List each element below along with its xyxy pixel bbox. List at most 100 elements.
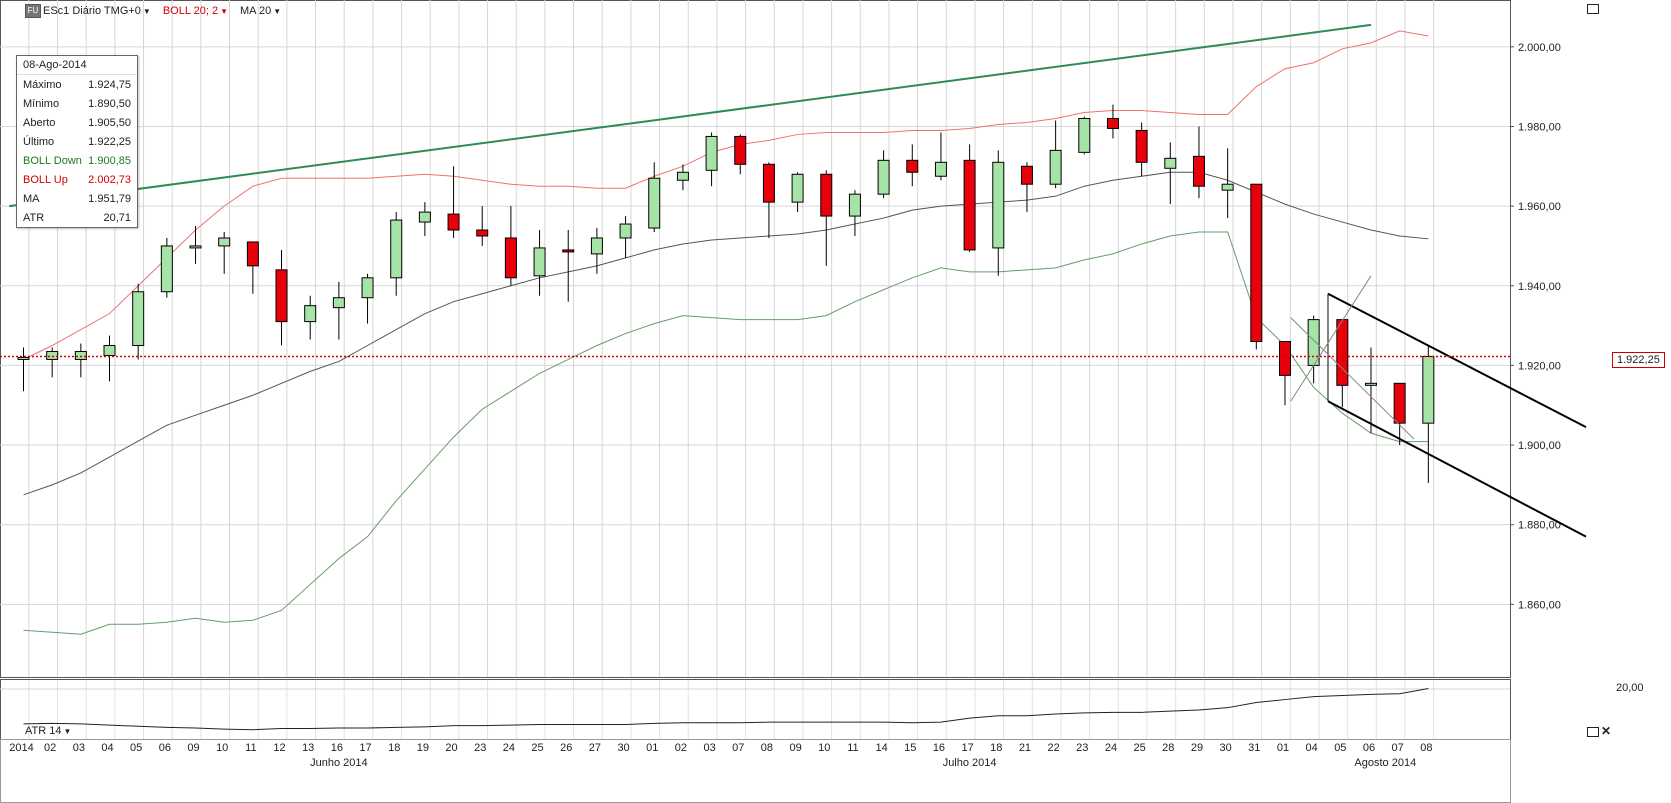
trendline bbox=[9, 23, 1372, 208]
tooltip-row-value: 1.890,50 bbox=[88, 97, 131, 110]
thin-line bbox=[1290, 317, 1415, 440]
candle-body bbox=[132, 291, 145, 346]
y-tick-label: 2.000,00 bbox=[1518, 42, 1561, 54]
y-tick-label: 1.980,00 bbox=[1518, 121, 1561, 133]
date-tick-label: 30 bbox=[1220, 742, 1232, 754]
candle bbox=[332, 281, 345, 340]
candle bbox=[1364, 347, 1377, 434]
candle bbox=[1106, 104, 1119, 139]
date-tick-label: 06 bbox=[1363, 742, 1375, 754]
y-tick-label: 1.900,00 bbox=[1518, 440, 1561, 452]
boll-indicator-selector[interactable]: BOLL 20; 2 ▼ bbox=[163, 5, 228, 17]
date-tick-label: 13 bbox=[302, 742, 314, 754]
tooltip-date: 08-Ago-2014 bbox=[17, 56, 137, 75]
candle-body bbox=[762, 163, 775, 203]
month-label: Agosto 2014 bbox=[1354, 757, 1416, 769]
candle-body bbox=[1250, 183, 1263, 343]
date-tick-label: 24 bbox=[503, 742, 515, 754]
month-label: Julho 2014 bbox=[943, 757, 997, 769]
date-tick-label: 20 bbox=[445, 742, 457, 754]
candle-body bbox=[1278, 341, 1291, 376]
candle-body bbox=[590, 237, 603, 255]
candle-body bbox=[1135, 129, 1148, 163]
date-tick-label: 10 bbox=[818, 742, 830, 754]
candle bbox=[361, 273, 374, 324]
close-atr-pane-icon[interactable]: ✕ bbox=[1601, 724, 1612, 738]
candle bbox=[160, 237, 173, 298]
date-tick-label: 07 bbox=[732, 742, 744, 754]
candle bbox=[103, 335, 116, 382]
candle bbox=[992, 150, 1005, 276]
caret-down-icon: ▼ bbox=[273, 6, 282, 16]
date-tick-label: 01 bbox=[1277, 742, 1289, 754]
ma-indicator-label: MA 20 bbox=[240, 5, 272, 17]
caret-down-icon: ▼ bbox=[220, 6, 229, 16]
date-tick-label: 29 bbox=[1191, 742, 1203, 754]
date-tick-label: 09 bbox=[789, 742, 801, 754]
candle-body bbox=[1422, 355, 1435, 424]
date-tick-label: 24 bbox=[1105, 742, 1117, 754]
candle bbox=[275, 249, 288, 346]
main-pane-frame bbox=[0, 0, 1511, 678]
maximize-atr-pane-icon[interactable] bbox=[1587, 727, 1599, 737]
thin-line bbox=[1290, 275, 1372, 402]
atr-line bbox=[23, 687, 1429, 731]
date-tick-label: 15 bbox=[904, 742, 916, 754]
date-tick-label: 10 bbox=[216, 742, 228, 754]
candle-body bbox=[791, 173, 804, 203]
data-tooltip-box: 08-Ago-2014 Máximo 1.924,75 Mínimo 1.890,50… bbox=[16, 55, 138, 228]
candle-body bbox=[676, 171, 689, 181]
date-tick-label: 25 bbox=[531, 742, 543, 754]
candle bbox=[390, 212, 403, 296]
candle bbox=[705, 132, 718, 187]
candle-body bbox=[218, 237, 231, 247]
channel-lower-line bbox=[1327, 400, 1587, 538]
candle-body bbox=[103, 345, 116, 356]
candle bbox=[504, 206, 517, 286]
candle-body bbox=[648, 177, 661, 229]
tooltip-row: Mínimo 1.890,50 bbox=[17, 94, 137, 113]
candle bbox=[791, 172, 804, 213]
candle-body bbox=[1106, 118, 1119, 129]
tooltip-row-value: 1.900,85 bbox=[88, 154, 131, 167]
symbol-selector[interactable]: FU ESc1 Diário TMG+0 ▼ bbox=[25, 4, 151, 18]
tooltip-row-value: 1.922,25 bbox=[88, 135, 131, 148]
date-tick-label: 08 bbox=[1420, 742, 1432, 754]
candle bbox=[218, 232, 231, 274]
candle bbox=[963, 144, 976, 252]
ma-indicator-selector[interactable]: MA 20 ▼ bbox=[240, 5, 281, 17]
tooltip-row-label: Máximo bbox=[23, 78, 62, 91]
atr-axis-label: 20,00 bbox=[1616, 682, 1644, 694]
atr-indicator-selector[interactable]: ATR 14 ▼ bbox=[25, 725, 71, 737]
candle bbox=[476, 206, 489, 246]
candle bbox=[418, 202, 431, 236]
candle bbox=[132, 283, 145, 360]
date-tick-label: 01 bbox=[646, 742, 658, 754]
tooltip-row-label: ATR bbox=[23, 211, 45, 224]
tooltip-row-label: Último bbox=[23, 135, 55, 148]
maximize-main-pane-icon[interactable] bbox=[1587, 4, 1599, 14]
candle-body bbox=[17, 356, 30, 360]
candle-body bbox=[533, 247, 546, 277]
date-tick-label: 02 bbox=[44, 742, 56, 754]
caret-down-icon: ▼ bbox=[142, 6, 151, 16]
candle bbox=[246, 241, 259, 294]
tooltip-row-label: BOLL Up bbox=[23, 173, 68, 186]
date-tick-label: 30 bbox=[617, 742, 629, 754]
candle-body bbox=[246, 241, 259, 267]
candle bbox=[304, 295, 317, 340]
candle bbox=[1049, 120, 1062, 189]
candle bbox=[562, 230, 575, 302]
candle-body bbox=[74, 350, 87, 360]
tooltip-row-label: MA bbox=[23, 192, 40, 205]
date-tick-label: 23 bbox=[474, 742, 486, 754]
candle bbox=[74, 343, 87, 378]
y-tick-label: 1.880,00 bbox=[1518, 520, 1561, 532]
chart-toolbar: FU ESc1 Diário TMG+0 ▼ BOLL 20; 2 ▼ MA 2… bbox=[25, 3, 281, 19]
tooltip-row: MA 1.951,79 bbox=[17, 189, 137, 208]
candle-body bbox=[1192, 155, 1205, 187]
tooltip-row-label: Aberto bbox=[23, 116, 56, 129]
candle-body bbox=[390, 219, 403, 279]
candle bbox=[46, 347, 59, 378]
